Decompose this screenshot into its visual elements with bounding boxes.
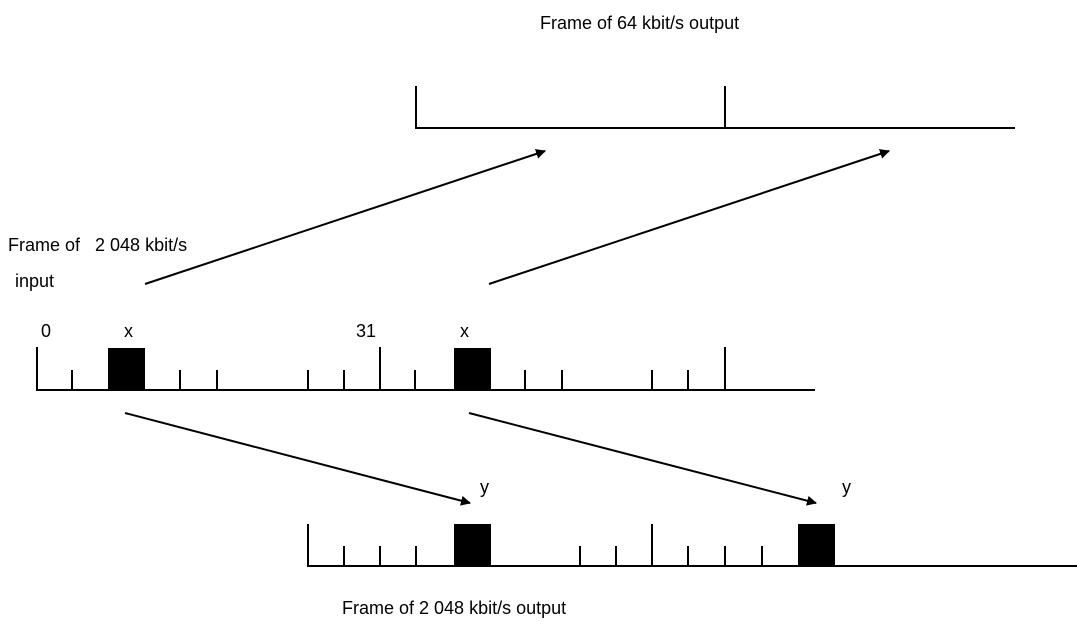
output-2048k-title: Frame of 2 048 kbit/s output	[342, 598, 567, 618]
slot-y-label-second: y	[842, 477, 851, 497]
output-slot-y-block	[454, 524, 491, 566]
input-slot-x-block	[108, 348, 145, 390]
slot-x-label-second: x	[460, 321, 469, 341]
output-64k-title: Frame of 64 kbit/s output	[540, 13, 740, 33]
slot-y-label-first: y	[480, 477, 489, 497]
input-slot-x-block	[454, 348, 491, 390]
slot-31-label: 31	[356, 321, 377, 341]
output-64k-frame	[415, 86, 1015, 129]
input-title-line2: input	[15, 271, 55, 291]
arrow-input-to-64k-first	[144, 149, 546, 285]
output-2048k-frame	[307, 524, 1077, 567]
arrow-input-to-2048k-first	[124, 412, 471, 506]
arrow-input-to-64k-second	[488, 149, 890, 285]
arrow-input-to-2048k-second	[468, 412, 817, 506]
slot-0-label: 0	[41, 321, 52, 341]
input-title-line1: Frame of 2 048 kbit/s	[8, 235, 188, 255]
input-2048k-frame	[36, 347, 815, 391]
slot-x-label-first: x	[124, 321, 133, 341]
output-slot-y-block	[798, 524, 835, 566]
